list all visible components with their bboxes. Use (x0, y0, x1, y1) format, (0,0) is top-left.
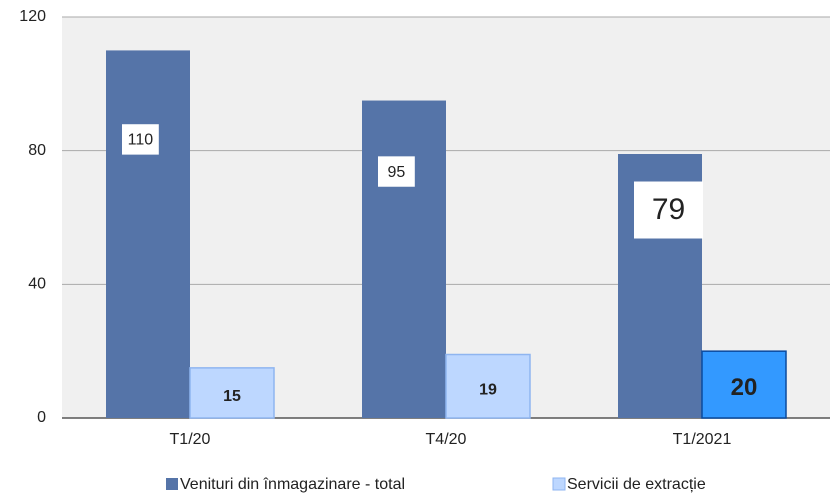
data-label: 19 (479, 381, 497, 398)
bar (445, 353, 531, 419)
x-tick-label: T1/2021 (673, 431, 732, 448)
data-label-box (122, 124, 159, 155)
bar (106, 50, 190, 419)
bar (189, 367, 275, 419)
y-tick-label: 40 (28, 276, 46, 293)
x-tick-label: T4/20 (426, 431, 467, 448)
data-label: 20 (731, 374, 758, 401)
data-label: 79 (652, 193, 685, 226)
x-tick-label: T1/20 (170, 431, 211, 448)
data-label: 110 (128, 132, 154, 149)
y-tick-label: 0 (37, 409, 46, 426)
data-label: 95 (388, 164, 406, 181)
bar (362, 100, 446, 419)
data-label-box (378, 156, 415, 187)
data-label-box (634, 181, 703, 239)
legend-swatch (166, 478, 178, 490)
legend-label: Venituri din înmagazinare - total (180, 476, 405, 493)
data-label: 15 (223, 388, 241, 405)
y-tick-label: 120 (19, 8, 46, 25)
y-tick-label: 80 (28, 142, 46, 159)
bar (701, 350, 787, 419)
legend-swatch (552, 477, 566, 491)
legend-label: Servicii de extracție (567, 476, 706, 493)
